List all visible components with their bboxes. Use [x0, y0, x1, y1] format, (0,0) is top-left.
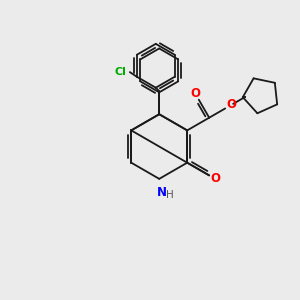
Text: Cl: Cl — [115, 67, 127, 77]
Text: O: O — [190, 87, 200, 100]
Text: N: N — [157, 186, 166, 199]
Text: O: O — [210, 172, 220, 185]
Text: H: H — [166, 190, 173, 200]
Text: O: O — [226, 98, 236, 112]
